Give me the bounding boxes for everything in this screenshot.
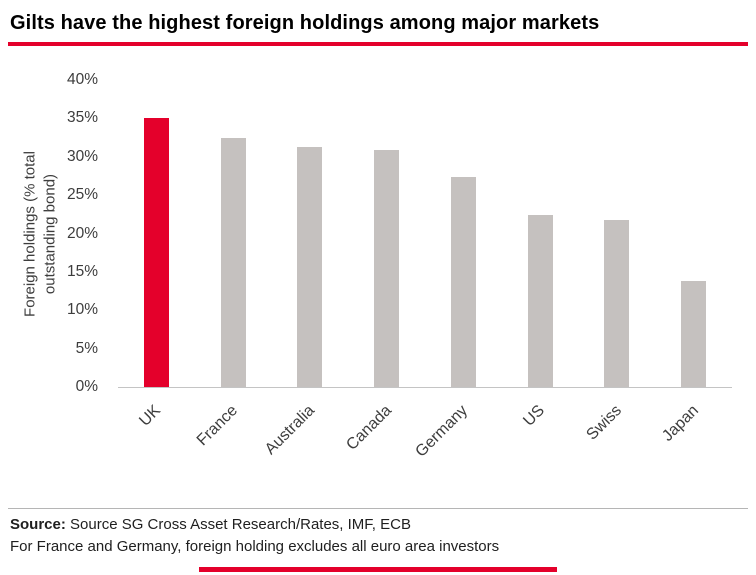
y-axis-tick-label: 25% bbox=[66, 186, 98, 204]
source-text: Source SG Cross Asset Research/Rates, IM… bbox=[65, 516, 411, 533]
plot-area bbox=[118, 80, 732, 388]
y-axis-tick-label: 35% bbox=[66, 109, 98, 127]
bar-france bbox=[220, 137, 246, 387]
y-axis-tick-label: 0% bbox=[75, 378, 98, 395]
x-axis-labels: UK France Australia Canada Germany US Swiss Jap… bbox=[118, 394, 732, 506]
y-axis-tick-label: 15% bbox=[66, 262, 98, 280]
y-axis-tick-labels: 40% 35% 30% 25% 20% 15% 10% 5% 0% bbox=[0, 71, 108, 395]
bar-swiss bbox=[604, 219, 630, 387]
page-title: Gilts have the highest foreign holdings … bbox=[10, 12, 600, 34]
footer: Source: Source SG Cross Asset Research/R… bbox=[0, 509, 756, 558]
bar-japan bbox=[681, 281, 707, 387]
footer-divider bbox=[8, 508, 748, 509]
y-axis-tick-label: 30% bbox=[66, 147, 98, 165]
x-axis-label-japan: Japan bbox=[658, 402, 702, 445]
y-axis-tick-label: 10% bbox=[66, 301, 98, 319]
bar-uk bbox=[143, 118, 169, 387]
bar-australia bbox=[297, 146, 323, 387]
title-divider bbox=[8, 42, 748, 46]
footnote-line: For France and Germany, foreign holding … bbox=[10, 537, 500, 555]
bar-us bbox=[527, 215, 553, 387]
source-label: Source: bbox=[10, 516, 66, 533]
y-axis-tick-label: 5% bbox=[75, 339, 98, 357]
y-axis-tick-label: 40% bbox=[66, 71, 98, 88]
bar-canada bbox=[374, 149, 400, 387]
bar-germany bbox=[450, 177, 476, 387]
bottom-accent-bar bbox=[199, 567, 557, 572]
source-line: Source: Source SG Cross Asset Research/R… bbox=[10, 514, 746, 536]
y-axis-tick-label: 20% bbox=[66, 224, 98, 242]
bar-chart: Foreign holdings (% total outstanding bo… bbox=[0, 46, 756, 508]
